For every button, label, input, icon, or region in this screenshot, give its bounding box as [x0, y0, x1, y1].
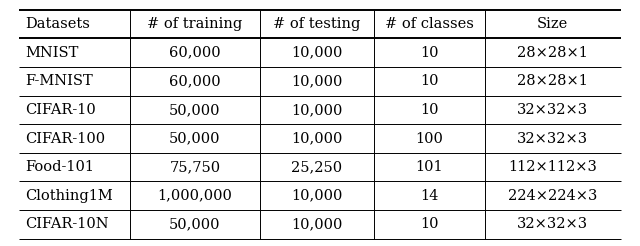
Text: 60,000: 60,000: [169, 46, 221, 60]
Text: CIFAR-10N: CIFAR-10N: [26, 217, 109, 231]
Text: 28×28×1: 28×28×1: [517, 46, 588, 60]
Text: 10,000: 10,000: [291, 132, 342, 146]
Text: CIFAR-10: CIFAR-10: [26, 103, 97, 117]
Text: MNIST: MNIST: [26, 46, 79, 60]
Text: 32×32×3: 32×32×3: [517, 217, 588, 231]
Text: 50,000: 50,000: [169, 103, 221, 117]
Text: 75,750: 75,750: [170, 160, 221, 174]
Text: 1,000,000: 1,000,000: [157, 189, 232, 203]
Text: 10: 10: [420, 217, 438, 231]
Text: Size: Size: [537, 17, 568, 31]
Text: 25,250: 25,250: [291, 160, 342, 174]
Text: Datasets: Datasets: [26, 17, 90, 31]
Text: 224×224×3: 224×224×3: [508, 189, 597, 203]
Text: 32×32×3: 32×32×3: [517, 132, 588, 146]
Text: Clothing1M: Clothing1M: [26, 189, 113, 203]
Text: 10: 10: [420, 74, 438, 88]
Text: 112×112×3: 112×112×3: [508, 160, 597, 174]
Text: 10,000: 10,000: [291, 217, 342, 231]
Text: 10,000: 10,000: [291, 46, 342, 60]
Text: 10,000: 10,000: [291, 74, 342, 88]
Text: CIFAR-100: CIFAR-100: [26, 132, 106, 146]
Text: # of classes: # of classes: [385, 17, 474, 31]
Text: 10,000: 10,000: [291, 189, 342, 203]
Text: Food-101: Food-101: [26, 160, 95, 174]
Text: 100: 100: [415, 132, 443, 146]
Text: # of testing: # of testing: [273, 17, 360, 31]
Text: # of training: # of training: [147, 17, 243, 31]
Text: 28×28×1: 28×28×1: [517, 74, 588, 88]
Text: 10,000: 10,000: [291, 103, 342, 117]
Text: 50,000: 50,000: [169, 217, 221, 231]
Text: 60,000: 60,000: [169, 74, 221, 88]
Text: 10: 10: [420, 46, 438, 60]
Text: 50,000: 50,000: [169, 132, 221, 146]
Text: 101: 101: [415, 160, 443, 174]
Text: 32×32×3: 32×32×3: [517, 103, 588, 117]
Text: 14: 14: [420, 189, 438, 203]
Text: F-MNIST: F-MNIST: [26, 74, 93, 88]
Text: 10: 10: [420, 103, 438, 117]
